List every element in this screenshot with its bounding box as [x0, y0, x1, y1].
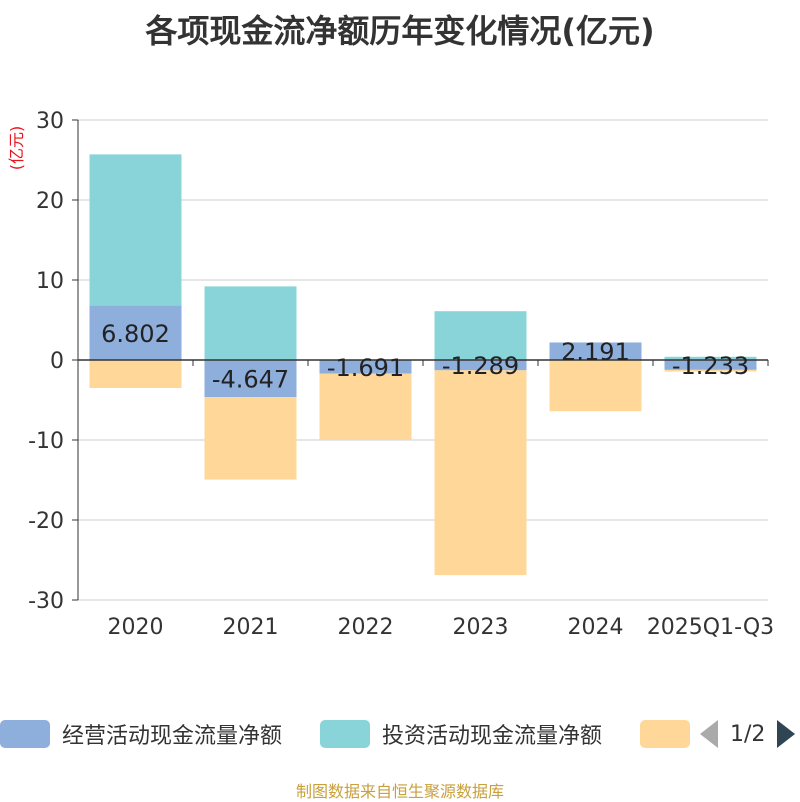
x-tick-label: 2023 [453, 615, 509, 640]
x-tick-label: 2020 [108, 615, 164, 640]
legend-label-operating: 经营活动现金流量净额 [62, 724, 283, 749]
data-label: -4.647 [212, 366, 289, 394]
data-label: -1.233 [672, 352, 749, 380]
y-tick-label: -20 [28, 509, 64, 534]
data-source: 制图数据来自恒生聚源数据库 [295, 782, 504, 801]
legend-item-investing[interactable]: 投资活动现金流量净额 [320, 716, 602, 752]
bar-operating [204, 360, 297, 398]
legend-prev-icon[interactable] [700, 720, 718, 748]
x-tick-label: 2024 [568, 615, 624, 640]
bar-operating [549, 342, 642, 360]
legend-swatch-operating [0, 720, 50, 748]
chart-title: 各项现金流净额历年变化情况(亿元) [145, 12, 655, 50]
bar-operating [319, 360, 412, 374]
data-label: 2.191 [561, 338, 630, 366]
y-tick-label: -30 [28, 589, 64, 614]
bar-financing [204, 397, 297, 480]
legend-item-financing[interactable] [640, 716, 690, 752]
legend-swatch-financing [640, 720, 690, 748]
bar-operating [664, 360, 757, 370]
legend-next-icon[interactable] [777, 720, 796, 748]
y-tick-label: 30 [36, 109, 64, 134]
bar-investing [89, 154, 182, 306]
x-tick-label: 2025Q1-Q3 [647, 615, 774, 640]
y-tick-label: 20 [36, 189, 64, 214]
y-tick-label: 10 [36, 269, 64, 294]
bar-investing [204, 286, 297, 360]
bar-financing [664, 369, 757, 372]
bar-operating [89, 305, 182, 360]
bar-investing [434, 311, 527, 360]
legend-swatch-investing [320, 720, 370, 748]
data-label: -1.289 [442, 352, 519, 380]
x-tick-label: 2021 [223, 615, 279, 640]
y-tick-label: 0 [50, 349, 64, 374]
legend-label-investing: 投资活动现金流量净额 [382, 724, 603, 749]
bar-investing [664, 356, 757, 360]
legend-pager: 1/2 [700, 716, 796, 752]
bar-operating [434, 360, 527, 371]
bar-financing [319, 373, 412, 440]
x-tick-label: 2022 [338, 615, 394, 640]
data-label: 6.802 [101, 320, 170, 348]
legend-item-operating[interactable]: 经营活动现金流量净额 [0, 716, 282, 752]
cashflow-chart: 30 20 10 0 -10 -20 -30 (亿元) 2020 2021 2022 2023 2024… [7, 109, 774, 640]
bar-financing [89, 360, 182, 388]
legend-page-indicator: 1/2 [730, 721, 766, 747]
bar-financing [549, 360, 642, 412]
data-label: -1.691 [327, 354, 404, 382]
y-axis-label: (亿元) [7, 126, 26, 171]
y-tick-label: -10 [28, 429, 64, 454]
legend: 经营活动现金流量净额 投资活动现金流量净额 1/2 [0, 716, 800, 752]
bar-financing [434, 370, 527, 576]
